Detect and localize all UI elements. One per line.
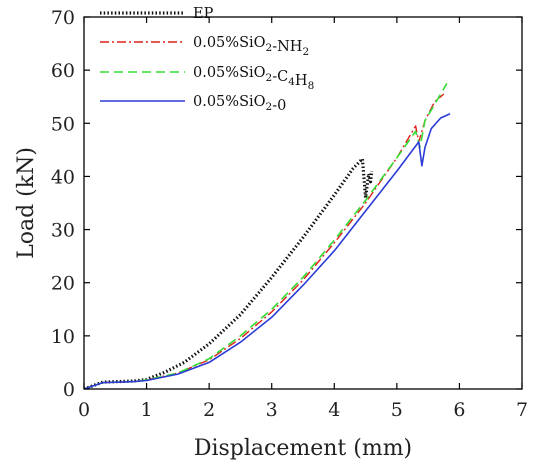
x-tick-label: 4 <box>328 399 340 421</box>
x-tick-label: 6 <box>453 399 465 421</box>
x-axis-title: Displacement (mm) <box>194 436 412 461</box>
legend-label-1: 0.05%SiO2-NH2 <box>193 35 309 58</box>
series-line-2 <box>84 83 448 389</box>
y-tick-label: 70 <box>51 7 75 29</box>
legend-label-2: 0.05%SiO2-C4H8 <box>193 65 314 92</box>
series-line-3 <box>84 112 451 389</box>
x-tick-label: 3 <box>266 399 278 421</box>
y-tick-label: 10 <box>51 326 75 348</box>
legend-label-0: EP <box>193 6 214 22</box>
series-line-0 <box>84 157 374 389</box>
y-tick-label: 30 <box>51 220 75 242</box>
x-tick-label: 1 <box>141 399 153 421</box>
y-tick-label: 50 <box>51 113 75 135</box>
legend-label-3: 0.05%SiO2-0 <box>193 94 286 114</box>
y-tick-label: 40 <box>51 166 75 188</box>
y-axis-title: Load (kN) <box>14 147 39 259</box>
plot-frame <box>83 16 523 390</box>
x-tick-label: 0 <box>78 399 90 421</box>
y-tick-label: 20 <box>51 273 75 295</box>
series-line-1 <box>84 93 445 389</box>
x-tick-label: 7 <box>516 399 528 421</box>
x-tick-label: 5 <box>391 399 403 421</box>
x-tick-label: 2 <box>203 399 215 421</box>
y-tick-label: 60 <box>51 60 75 82</box>
series-layer <box>84 83 451 389</box>
y-tick-label: 0 <box>63 379 75 401</box>
